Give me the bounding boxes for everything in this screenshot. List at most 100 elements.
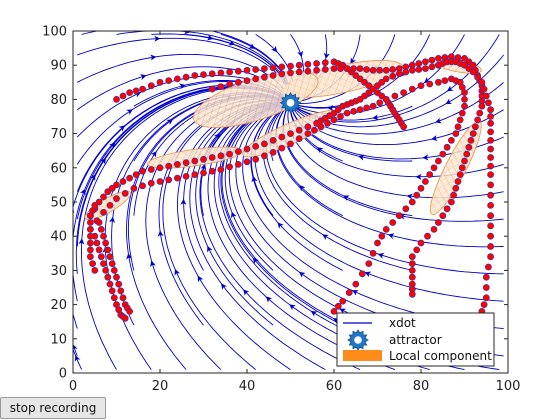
demo-point (100, 233, 106, 239)
y-tick-label: 100 (42, 25, 67, 40)
demo-point (235, 161, 241, 167)
demo-point (183, 173, 189, 179)
demo-point (253, 143, 259, 149)
demo-point (174, 175, 180, 181)
demo-point (429, 64, 435, 70)
demo-point (396, 213, 402, 219)
demo-point (157, 165, 163, 171)
demo-point (383, 67, 389, 73)
demo-point (414, 247, 420, 253)
legend-local-component-patch (343, 350, 382, 361)
demo-point (87, 240, 93, 246)
demo-point (105, 274, 111, 280)
demo-point (140, 86, 146, 92)
demo-point (374, 240, 380, 246)
demo-point (209, 71, 215, 77)
demo-point (457, 117, 463, 123)
demo-point (113, 96, 119, 102)
demo-point (390, 66, 396, 72)
demo-point (235, 79, 241, 85)
demo-point (390, 219, 396, 225)
demo-point (488, 182, 494, 188)
demo-point (261, 66, 267, 72)
demo-point (409, 67, 415, 73)
demo-point (409, 291, 415, 297)
demo-point (261, 74, 267, 80)
demo-point (485, 100, 491, 106)
stop-recording-button[interactable]: stop recording (0, 397, 106, 419)
demo-point (113, 196, 119, 202)
demo-point (92, 202, 98, 208)
demo-point (218, 166, 224, 172)
demo-point (113, 182, 119, 188)
demo-point (331, 308, 337, 314)
demo-point (459, 110, 465, 116)
x-tick-label: 20 (152, 379, 169, 394)
y-tick-label: 20 (50, 298, 67, 313)
demo-point (148, 83, 154, 89)
demo-point (422, 59, 428, 65)
demo-point (488, 163, 494, 169)
demo-point (448, 137, 454, 143)
demo-point (357, 107, 363, 113)
demo-point (461, 90, 467, 96)
demo-point (475, 117, 481, 123)
demo-point (488, 107, 494, 113)
demo-point (109, 288, 115, 294)
demo-point (244, 67, 250, 73)
y-tick-label: 50 (50, 196, 67, 211)
demo-point (105, 247, 111, 253)
demo-point (470, 131, 476, 137)
demo-point (451, 192, 457, 198)
demo-point (401, 90, 407, 96)
demo-point (287, 63, 293, 69)
demo-point (435, 219, 441, 225)
demo-point (87, 254, 93, 260)
demo-point (120, 93, 126, 99)
demo-point (440, 151, 446, 157)
demo-point (109, 261, 115, 267)
demo-point (427, 172, 433, 178)
demo-point (464, 151, 470, 157)
y-tick-label: 60 (50, 161, 67, 176)
y-tick-label: 90 (50, 59, 67, 74)
demo-point (390, 73, 396, 79)
demo-point (305, 68, 311, 74)
demo-point (448, 199, 454, 205)
demo-point (148, 166, 154, 172)
demo-point (279, 145, 285, 151)
demo-point (127, 175, 133, 181)
demo-point (364, 66, 370, 72)
demo-point (335, 303, 341, 309)
demo-point (392, 93, 398, 99)
demo-point (483, 274, 489, 280)
demo-point (488, 243, 494, 249)
y-tick-label: 10 (50, 332, 67, 347)
demo-point (331, 117, 337, 123)
demo-point (174, 76, 180, 82)
demo-point (227, 164, 233, 170)
demo-point (418, 83, 424, 89)
y-tick-label: 70 (50, 127, 67, 142)
demo-point (366, 261, 372, 267)
demo-point (227, 69, 233, 75)
demo-point (379, 233, 385, 239)
demo-point (270, 149, 276, 155)
demo-point (305, 131, 311, 137)
demo-point (461, 96, 467, 102)
demo-point (444, 206, 450, 212)
demo-point (324, 120, 330, 126)
demo-point (418, 185, 424, 191)
demo-point (253, 76, 259, 82)
demo-point (314, 60, 320, 66)
demo-point (453, 131, 459, 137)
demo-point (346, 290, 352, 296)
demo-point (422, 66, 428, 72)
demo-point (483, 284, 489, 290)
demo-point (111, 267, 117, 273)
demo-point (431, 226, 437, 232)
demo-point (383, 96, 389, 102)
demo-point (279, 71, 285, 77)
demo-point (318, 124, 324, 130)
